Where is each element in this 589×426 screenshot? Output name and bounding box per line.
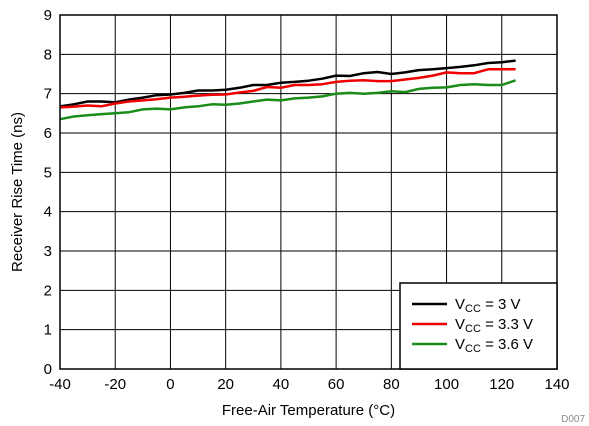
plot-area-frame	[59, 14, 558, 370]
x-tick-label: 140	[544, 376, 569, 393]
series-line-1	[59, 68, 516, 109]
x-tick-label: 120	[489, 376, 514, 393]
y-tick-label: 8	[44, 46, 52, 63]
y-tick-label: 1	[44, 322, 52, 339]
y-tick-label: 3	[44, 243, 52, 260]
x-tick-label: 80	[383, 376, 400, 393]
legend-label-1: VCC = 3.3 V	[455, 316, 533, 335]
x-tick-label: -40	[49, 376, 71, 393]
x-tick-label: 40	[273, 376, 290, 393]
y-tick-label: 4	[44, 204, 52, 221]
figure-id-label: D007	[561, 414, 585, 425]
y-tick-label: 6	[44, 125, 52, 142]
series-line-0	[59, 59, 516, 108]
x-tick-label: 100	[434, 376, 459, 393]
x-tick-label: 0	[166, 376, 174, 393]
x-axis-label: Free-Air Temperature (°C)	[222, 402, 395, 419]
y-tick-label: 2	[44, 282, 52, 299]
x-axis-tick-labels: -40 -20 0 20 40 60 80 100 120 140	[49, 376, 569, 393]
y-tick-label: 5	[44, 164, 52, 181]
y-tick-label: 0	[44, 361, 52, 378]
x-tick-label: 60	[328, 376, 345, 393]
y-tick-label: 7	[44, 86, 52, 103]
y-axis-label: Receiver Rise Time (ns)	[9, 112, 26, 272]
legend-label-2: VCC = 3.6 V	[455, 336, 533, 355]
series-line-2	[59, 79, 517, 121]
legend-label-0: VCC = 3 V	[455, 296, 521, 315]
series-lines	[59, 59, 517, 121]
y-tick-label: 9	[44, 7, 52, 24]
x-tick-label: -20	[104, 376, 126, 393]
x-tick-label: 20	[217, 376, 234, 393]
legend-box	[399, 282, 558, 370]
y-axis-tick-labels: 0 1 2 3 4 5 6 7 8 9	[44, 7, 52, 378]
